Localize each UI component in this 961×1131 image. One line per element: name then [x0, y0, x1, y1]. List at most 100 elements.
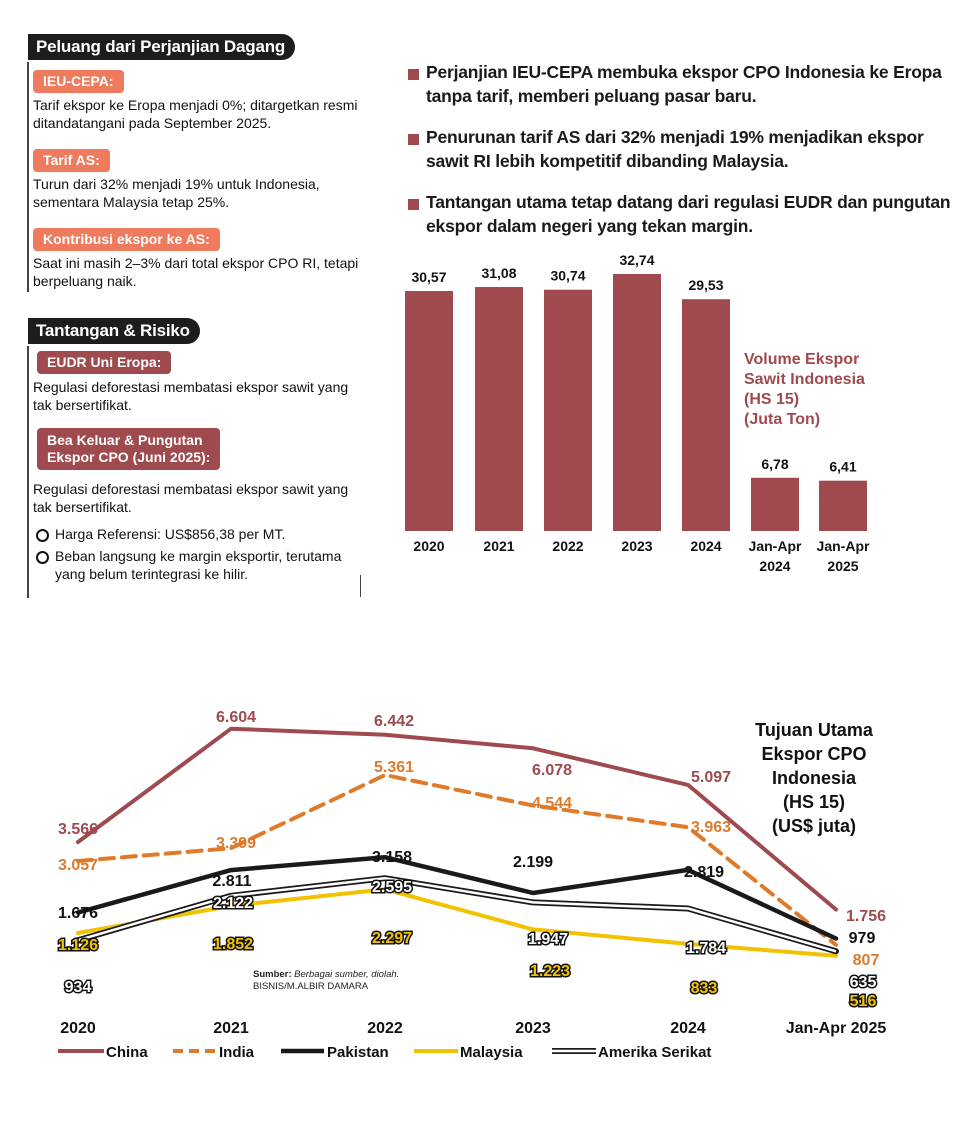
divider-tick: [360, 575, 361, 597]
data-label-amerika-serikat: 2.595: [372, 879, 412, 896]
label-ieu-cepa: IEU-CEPA:: [33, 70, 124, 93]
bar-value-label: 30,57: [411, 269, 446, 285]
label-tarif-as: Tarif AS:: [33, 149, 110, 172]
data-label-india: 3.399: [216, 835, 256, 852]
legend-label: Malaysia: [460, 1044, 523, 1061]
source-note: Sumber: Berbagai sumber, diolah. BISNIS/…: [253, 969, 399, 993]
text-eudr: Regulasi deforestasi membatasi ekspor sa…: [33, 379, 349, 413]
x-tick-label: 2023: [515, 1020, 551, 1037]
square-bullet-icon: [408, 134, 419, 145]
data-label-china: 1.756: [846, 908, 886, 925]
bullet-tantangan: Tantangan utama tetap datang dari regula…: [426, 192, 951, 236]
legend-label: India: [219, 1044, 255, 1061]
line-title-line: Tujuan Utama: [755, 720, 873, 740]
data-label-amerika-serikat: 635: [850, 974, 877, 991]
line-title-line: (US$ juta): [771, 816, 856, 836]
data-label-china: 6.078: [532, 762, 572, 779]
series-line-pakistan: [75, 854, 839, 941]
data-label-pakistan: 3.158: [372, 849, 412, 866]
data-label-malaysia: 833: [691, 980, 718, 997]
data-label-amerika-serikat: 934: [65, 979, 92, 996]
data-label-malaysia: 516: [850, 993, 877, 1010]
line-title-line: (HS 15): [782, 792, 845, 812]
data-label-malaysia: 1.223: [530, 963, 570, 980]
bar: [751, 477, 799, 531]
data-label-amerika-serikat: 1.947: [528, 931, 568, 948]
x-tick-label: Jan-Apr: [749, 538, 802, 554]
text-tarif-as: Turun dari 32% menjadi 19% untuk Indones…: [33, 176, 320, 210]
x-tick-label: 2020: [60, 1020, 96, 1037]
bar-title-line: Volume Ekspor: [744, 351, 860, 368]
text-kontribusi: Saat ini masih 2–3% dari total ekspor CP…: [33, 255, 359, 289]
legend-label: Amerika Serikat: [598, 1044, 711, 1061]
data-label-pakistan: 2.819: [684, 864, 724, 881]
series-line-inner: [77, 876, 837, 953]
x-tick-label: 2021: [213, 1020, 249, 1037]
data-label-pakistan: 1.676: [58, 905, 98, 922]
bar: [544, 289, 592, 531]
data-label-pakistan: 979: [849, 930, 876, 947]
data-label-amerika-serikat: 1.784: [686, 940, 726, 957]
x-tick-label: 2022: [552, 538, 583, 554]
bar-chart: 30,57 2020 31,08 2021 30,74 2022 32,74 2023 29,5…: [405, 252, 870, 574]
bar: [613, 274, 661, 531]
bar-value-label: 32,74: [619, 252, 654, 268]
bar-value-label: 6,78: [761, 456, 788, 472]
bar: [475, 287, 523, 531]
data-label-malaysia: 1.126: [58, 937, 98, 954]
data-label-india: 3.963: [691, 819, 731, 836]
section-divider: [27, 346, 29, 598]
data-label-china: 6.442: [374, 713, 414, 730]
bar-chart-title: Volume Ekspor Sawit Indonesia (HS 15) (J…: [744, 350, 865, 430]
data-label-india: 4.544: [532, 795, 572, 812]
bar-title-line: (Juta Ton): [744, 411, 821, 428]
data-label-china: 3.566: [58, 821, 98, 838]
x-tick-label: 2020: [413, 538, 444, 554]
series-line-malaysia: [76, 887, 838, 958]
x-tick-label: 2021: [483, 538, 514, 554]
series-line-china: [76, 726, 838, 912]
data-label-india: 807: [853, 952, 880, 969]
series-line-india: [76, 773, 838, 947]
circle-bullet-icon: [36, 551, 49, 564]
label-bea-keluar-line1: Bea Keluar & Pungutan: [47, 432, 203, 448]
label-bea-keluar: Bea Keluar & Pungutan Ekspor CPO (Juni 2…: [37, 428, 221, 470]
bullet-tarif-as: Penurunan tarif AS dari 32% menjadi 19% …: [426, 127, 924, 171]
line-title-line: Ekspor CPO: [761, 744, 867, 764]
text-ieu-cepa: Tarif ekspor ke Eropa menjadi 0%; ditarg…: [33, 97, 358, 131]
circle-bullet-icon: [36, 529, 49, 542]
label-bea-keluar-line2: Ekspor CPO (Juni 2025):: [47, 449, 211, 465]
text-bea-keluar: Regulasi deforestasi membatasi ekspor sa…: [33, 481, 349, 515]
source-credit: BISNIS/M.ALBIR DAMARA: [253, 981, 369, 992]
x-tick-label: 2024: [759, 558, 790, 574]
x-tick-label: 2024: [670, 1020, 706, 1037]
source-prefix: Sumber:: [253, 969, 292, 980]
bar-value-label: 31,08: [481, 265, 516, 281]
data-label-pakistan: 2.199: [513, 854, 553, 871]
data-label-india: 3.057: [58, 857, 98, 874]
bar-value-label: 29,53: [688, 277, 723, 293]
label-kontribusi: Kontribusi ekspor ke AS:: [33, 228, 220, 251]
legend-label: China: [106, 1044, 148, 1061]
bar: [819, 480, 867, 531]
bar-title-line: Sawit Indonesia: [744, 371, 865, 388]
x-tick-label: 2022: [367, 1020, 403, 1037]
x-tick-label: Jan-Apr: [817, 538, 870, 554]
square-bullet-icon: [408, 69, 419, 80]
section-title-peluang: Peluang dari Perjanjian Dagang: [28, 34, 296, 60]
bullet-ieu-cepa: Perjanjian IEU-CEPA membuka ekspor CPO I…: [426, 62, 942, 106]
line-chart: 3.566 6.604 6.442 6.078 5.097 1.756 3.057 3.399…: [56, 709, 887, 1061]
data-label-pakistan: 2.811: [212, 873, 251, 890]
x-tick-label: Jan-Apr 2025: [786, 1020, 887, 1037]
data-label-amerika-serikat: 2.122: [213, 895, 253, 912]
line-title-line: Indonesia: [771, 768, 856, 788]
legend-label: Pakistan: [327, 1044, 389, 1061]
data-label-malaysia: 1.852: [213, 936, 253, 953]
bar: [682, 299, 730, 531]
section-divider: [27, 62, 29, 292]
sub-bullet-harga: Harga Referensi: US$856,38 per MT.: [55, 526, 286, 542]
line-chart-title: Tujuan Utama Ekspor CPO Indonesia (HS 15…: [744, 718, 884, 838]
data-label-malaysia: 2.297: [372, 930, 412, 947]
data-label-china: 5.097: [691, 769, 731, 786]
sub-bullet-beban: Beban langsung ke margin eksportir, teru…: [55, 548, 342, 582]
